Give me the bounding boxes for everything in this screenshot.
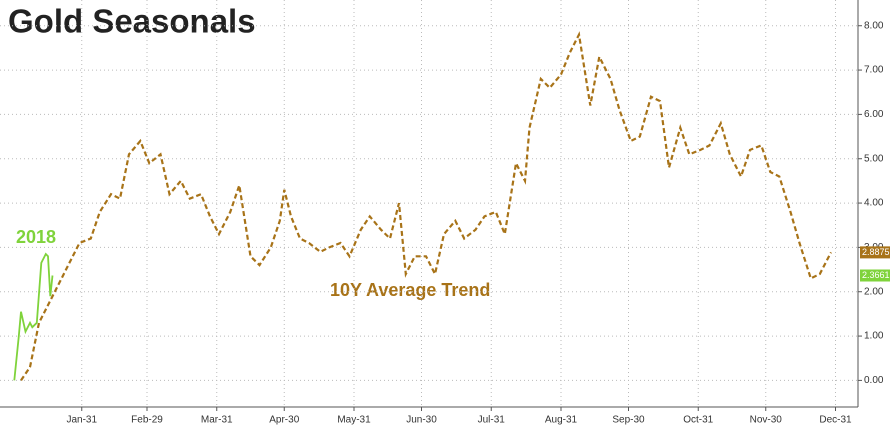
x-tick-label: Aug-31 <box>545 415 578 426</box>
x-tick-label: Nov-30 <box>750 415 783 426</box>
value-label: 2.3661 <box>862 270 890 280</box>
x-tick-label: Apr-30 <box>269 415 299 426</box>
series-line <box>13 252 54 381</box>
y-tick-label: 1.00 <box>864 331 884 342</box>
x-tick-label: Oct-31 <box>683 415 713 426</box>
y-tick-label: 4.00 <box>864 198 884 209</box>
y-tick-label: 2.00 <box>864 286 884 297</box>
x-tick-label: Dec-31 <box>819 415 852 426</box>
x-tick-label: Mar-31 <box>201 415 233 426</box>
x-tick-label: Sep-30 <box>612 415 645 426</box>
x-tick-label: Jul-31 <box>478 415 506 426</box>
y-tick-label: 7.00 <box>864 65 884 76</box>
x-tick-label: Jan-31 <box>66 415 97 426</box>
value-label: 2.8875 <box>862 247 890 257</box>
y-tick-label: 0.00 <box>864 375 884 386</box>
annotation: 10Y Average Trend <box>330 280 490 300</box>
x-tick-label: Feb-29 <box>131 415 163 426</box>
x-tick-label: Jun-30 <box>406 415 437 426</box>
x-tick-label: May-31 <box>337 415 371 426</box>
series-line <box>20 31 832 382</box>
y-tick-label: 5.00 <box>864 153 884 164</box>
value-label-box <box>860 246 890 259</box>
chart-title: Gold Seasonals <box>8 3 256 40</box>
value-label-box <box>860 269 890 282</box>
annotation: 2018 <box>16 227 56 247</box>
y-tick-label: 6.00 <box>864 109 884 120</box>
y-tick-label: 8.00 <box>864 20 884 31</box>
